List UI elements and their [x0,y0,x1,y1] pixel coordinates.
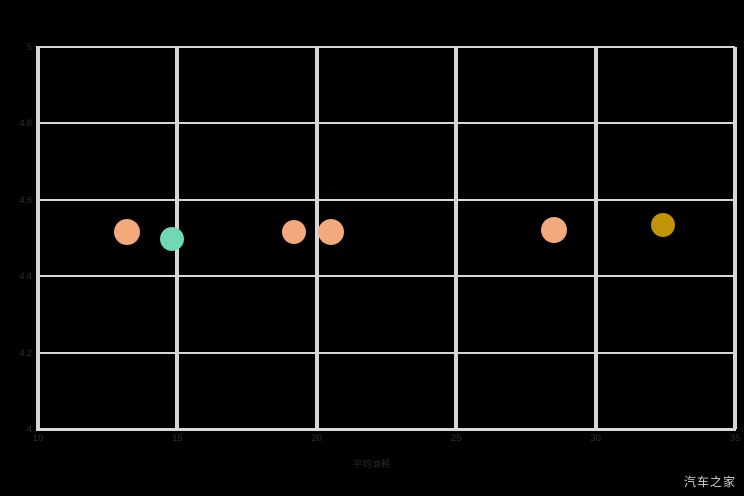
y-tick-label: 4.6 [19,194,32,206]
x-tick-label: 20 [311,433,323,444]
y-tick-label: 4.4 [19,271,32,283]
point-annotation: ··· [326,185,335,193]
gridline-horizontal [38,275,735,278]
x-axis-tick-labels: 10 15 20 25 30 35 [0,433,744,447]
gridline-vertical [454,47,459,429]
y-tick-label: 4 [26,424,32,435]
gridline-vertical [733,47,737,429]
data-point-bubble[interactable] [650,212,675,237]
y-tick-label: 5 [26,42,32,53]
y-tick-label: 4.2 [19,347,32,359]
y-axis-tick-labels: 5 4.8 4.6 4.4 4.2 4 [4,0,32,496]
gridline-vertical [593,47,598,429]
gridline-horizontal [38,122,735,125]
data-point-bubble[interactable] [317,219,344,246]
gridline-horizontal [38,198,735,201]
y-axis-line [36,46,40,431]
data-point-bubble[interactable] [540,217,567,244]
point-annotation: ····· [656,181,669,189]
y-tick-label: 4.8 [19,118,32,130]
data-point-bubble[interactable] [114,219,141,246]
data-point-bubble[interactable] [282,220,307,245]
x-tick-label: 25 [450,433,462,444]
gridline-horizontal [38,351,735,354]
x-tick-label: 35 [729,433,741,444]
data-point-bubble[interactable] [159,227,184,252]
x-tick-label: 15 [172,433,183,444]
gridline-vertical [314,47,319,429]
gridline-horizontal [38,46,735,48]
x-tick-label: 10 [32,433,44,444]
x-axis-line [38,428,736,431]
x-axis-title: 平均油耗 [353,459,391,469]
x-tick-label: 30 [590,433,601,444]
data-points-layer: ··· ····· [38,47,735,429]
watermark-logo: 汽车之家 [683,475,736,489]
